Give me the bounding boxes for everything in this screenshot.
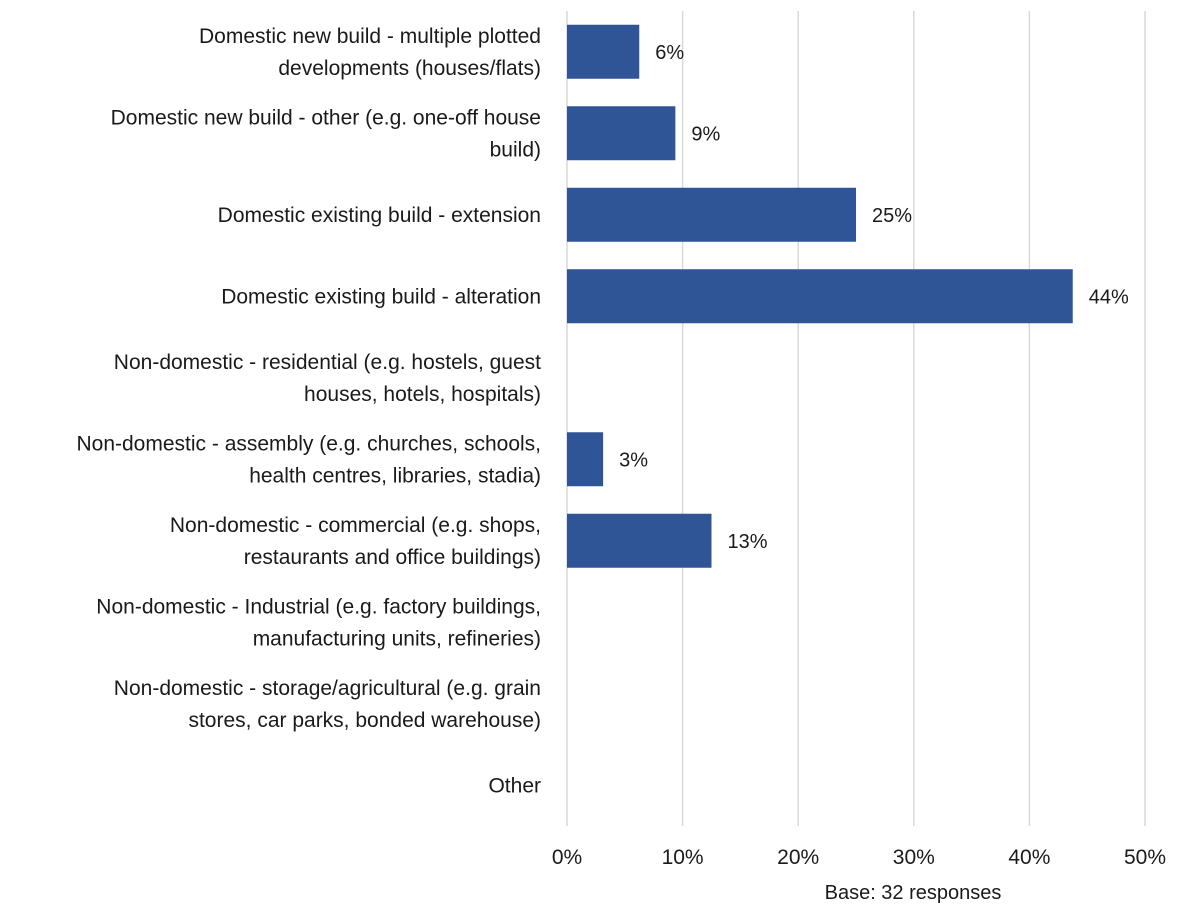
category-label: Non-domestic - assembly (e.g. churches, … xyxy=(76,432,541,487)
category-label-line: Domestic existing build - alteration xyxy=(221,285,541,308)
category-label: Domestic new build - other (e.g. one-off… xyxy=(111,106,541,161)
category-label-line: Other xyxy=(488,774,541,797)
category-label-line: Non-domestic - assembly (e.g. churches, … xyxy=(76,432,541,455)
data-labels: 6% 9% 25% 44% 3% 13% xyxy=(619,42,1129,553)
bar xyxy=(567,513,712,568)
category-label-line: developments (houses/flats) xyxy=(278,57,541,80)
category-label: Non-domestic - commercial (e.g. shops, re… xyxy=(170,514,541,569)
category-label-line: Non-domestic - Industrial (e.g. factory … xyxy=(96,595,541,618)
data-label: 13% xyxy=(728,531,768,553)
x-tick-label: 10% xyxy=(662,846,704,869)
category-label-line: Domestic existing build - extension xyxy=(218,204,541,227)
data-label: 9% xyxy=(691,123,720,145)
category-label-line: build) xyxy=(490,138,541,161)
x-tick-label: 20% xyxy=(777,846,819,869)
bar xyxy=(567,269,1073,324)
category-label: Non-domestic - storage/agricultural (e.g… xyxy=(114,677,541,732)
gridlines xyxy=(566,11,1146,826)
x-tick-label: 0% xyxy=(552,846,582,869)
category-label: Non-domestic - residential (e.g. hostels… xyxy=(114,351,541,406)
x-axis-tick-labels: 0% 10% 20% 30% 40% 50% xyxy=(552,846,1166,869)
x-tick-label: 50% xyxy=(1124,846,1166,869)
x-tick-label: 40% xyxy=(1008,846,1050,869)
category-label: Other xyxy=(488,774,541,797)
data-label: 3% xyxy=(619,449,648,471)
category-label: Domestic new build - multiple plotted dev… xyxy=(199,25,541,80)
category-label-line: Non-domestic - storage/agricultural (e.g… xyxy=(114,677,541,700)
category-label-line: Domestic new build - other (e.g. one-off… xyxy=(111,106,541,129)
bar xyxy=(567,187,856,242)
category-label-line: health centres, libraries, stadia) xyxy=(249,464,541,487)
category-label-line: houses, hotels, hospitals) xyxy=(304,383,541,406)
data-label: 25% xyxy=(872,205,912,227)
category-label: Non-domestic - Industrial (e.g. factory … xyxy=(96,595,541,650)
category-label: Domestic existing build - alteration xyxy=(221,285,541,308)
category-label-line: manufacturing units, refineries) xyxy=(253,627,541,650)
base-note: Base: 32 responses xyxy=(825,882,1002,904)
category-label-line: Non-domestic - commercial (e.g. shops, xyxy=(170,514,541,537)
x-tick-label: 30% xyxy=(893,846,935,869)
bar xyxy=(567,24,640,79)
bars xyxy=(567,24,1073,568)
category-label: Domestic existing build - extension xyxy=(218,204,541,227)
data-label: 44% xyxy=(1089,286,1129,308)
category-label-line: stores, car parks, bonded warehouse) xyxy=(188,709,541,732)
bar xyxy=(567,106,676,161)
bar xyxy=(567,432,604,487)
category-label-line: Non-domestic - residential (e.g. hostels… xyxy=(114,351,541,374)
category-label-line: Domestic new build - multiple plotted xyxy=(199,25,541,48)
category-label-line: restaurants and office buildings) xyxy=(244,546,541,569)
category-labels: Domestic new build - multiple plotted dev… xyxy=(76,25,541,798)
data-label: 6% xyxy=(655,42,684,64)
